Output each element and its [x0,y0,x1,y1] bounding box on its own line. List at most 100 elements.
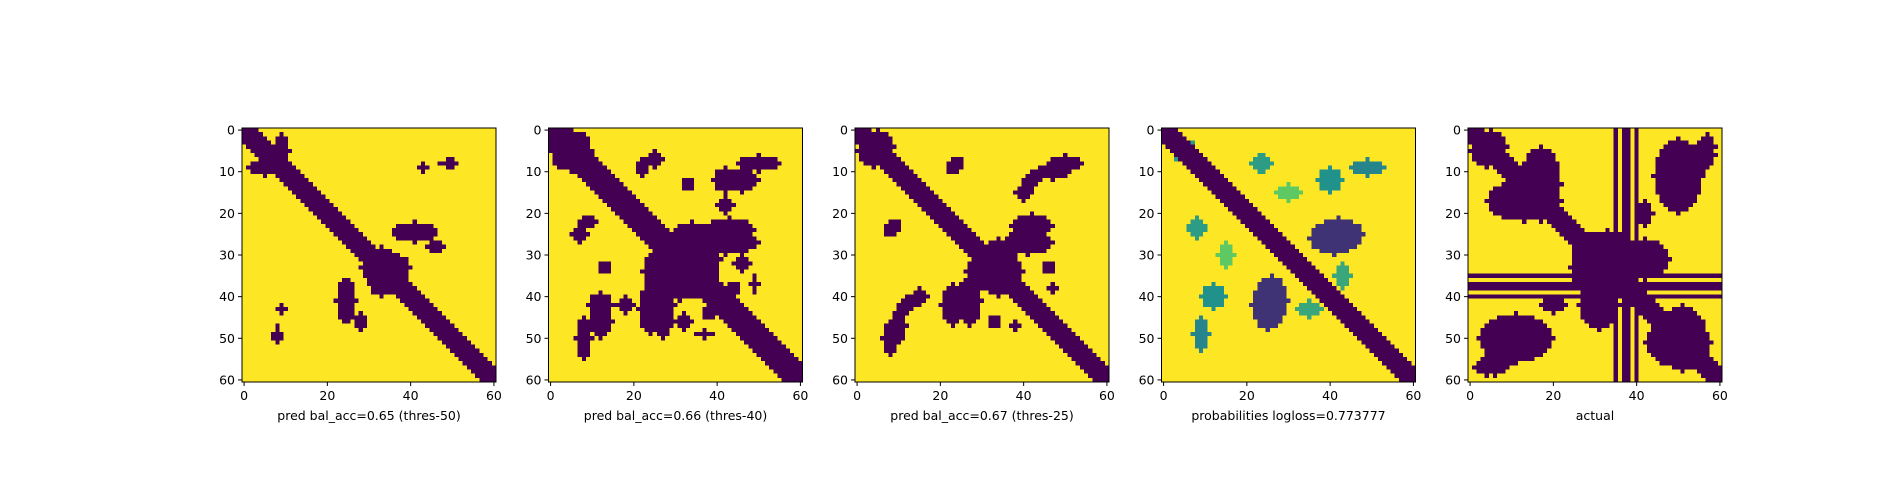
heatmap-cell-run [1307,315,1312,320]
heatmap-cell-run [1178,128,1416,133]
heatmap-cell-run [1161,190,1212,196]
heatmap-cell-run [950,282,956,287]
heatmap-cell-run [1257,323,1279,329]
heatmap-cell-run [1709,344,1723,350]
heatmap-cell-run [1701,177,1723,183]
heatmap-cell-run [619,307,633,312]
heatmap-cell-run [1328,165,1333,171]
heatmap-cell-run [855,365,1081,370]
heatmap-cell-run [450,319,497,325]
heatmap-cell-run [635,307,674,312]
heatmap-cell-run [1286,302,1300,308]
heatmap-cell-run [487,357,497,362]
heatmap-cell-run [727,190,741,196]
heatmap-cell-run [1667,248,1723,254]
heatmap-cell-run [1161,298,1204,304]
heatmap-cell-run [773,332,803,337]
heatmap-cell-run [904,190,935,196]
heatmap-cell-run [548,307,591,312]
heatmap-cell-run [1634,307,1665,312]
heatmap-cell-run [337,315,368,320]
heatmap-cell-run [479,348,497,354]
heatmap-cell-run [954,211,1031,216]
heatmap-cell-run [548,169,570,175]
heatmap-cell-run [1672,365,1723,370]
heatmap-cell-run [710,177,762,183]
heatmap-cell-run [702,327,708,333]
heatmap-cell-run [1232,257,1279,262]
heatmap-cell-run [1617,348,1623,354]
heatmap-cell-run [1572,257,1673,262]
heatmap-cell-run [1468,369,1477,375]
heatmap-cell-run [1261,240,1291,245]
x-tick-label: 60 [792,388,808,403]
heatmap-cell-run [573,227,587,233]
heatmap-cell-run [1630,198,1635,204]
heatmap-cell-run [756,244,803,250]
heatmap-cell-run [1651,323,1706,329]
heatmap-cell-run [1630,194,1635,200]
heatmap-cell-run [1622,332,1631,337]
heatmap-cell-run [1659,240,1723,245]
heatmap-cell-run [437,336,468,341]
heatmap-cell-run [1190,332,1212,337]
heatmap-cell-run [1488,373,1494,379]
heatmap-cell-run [1580,311,1619,316]
heatmap-cell-run [1497,169,1561,175]
heatmap-cell-run [760,240,803,245]
heatmap-cell-run [727,252,741,258]
heatmap-cell-run [1613,136,1619,141]
heatmap-cells [548,128,803,383]
heatmap-cell-run [673,298,678,304]
heatmap-cell-run [275,340,280,345]
heatmap-cell-run [1697,369,1723,375]
heatmap-cell-run [1580,298,1619,304]
heatmap-cell-run [1634,344,1640,350]
heatmap-cell-run [1340,261,1346,266]
heatmap-cell-run [1038,294,1110,300]
heatmap-cell-run [1219,248,1233,254]
heatmap-cell-run [1617,161,1623,166]
heatmap-cell-run [1684,369,1698,375]
heatmap-cell-run [1468,336,1477,341]
heatmap-cell-run [379,294,384,300]
heatmap-cell-run [1655,165,1710,171]
heatmap-cell-run [1476,336,1556,341]
heatmap-cell-run [1034,186,1110,191]
heatmap-cell-run [942,315,981,320]
heatmap-cell-run [1468,315,1498,320]
heatmap-cell-run [855,286,918,291]
heatmap-cell-run [1348,248,1416,254]
heatmap-cell-run [1190,169,1221,175]
heatmap-cell-run [1622,152,1631,158]
heatmap-cell-run [1672,257,1723,262]
heatmap-cell-run [1161,290,1204,295]
heatmap-cell-run [640,173,645,179]
heatmap-cell-run [548,315,583,320]
heatmap-cell-run [1488,190,1561,196]
heatmap-cell-run [1567,302,1577,308]
heatmap-cell-run [1161,165,1187,171]
heatmap-cell-run [855,198,914,204]
heatmap-cell-run [777,157,803,162]
heatmap-cell-run [291,161,422,166]
heatmap-cell-run [855,252,968,258]
heatmap-cell-run [934,190,1014,196]
heatmap-cell-run [1638,169,1656,175]
heatmap-cell-run [640,198,720,204]
heatmap-cell-run [665,157,741,162]
heatmap-cell-run [1622,211,1631,216]
heatmap-cell-run [1244,194,1279,200]
heatmap-cell-run [1248,302,1287,308]
heatmap-cell-run [275,173,305,179]
heatmap-cell-run [304,173,497,179]
heatmap-cell-run [1017,319,1035,325]
heatmap-cell-run [1307,236,1362,241]
heatmap-cell-run [909,194,939,200]
heatmap-cell-run [1613,140,1619,146]
heatmap-cell-run [1194,327,1208,333]
heatmap-cell-run [1638,344,1648,350]
heatmap-cell-run [1161,152,1175,158]
heatmap-cell-run [242,307,276,312]
